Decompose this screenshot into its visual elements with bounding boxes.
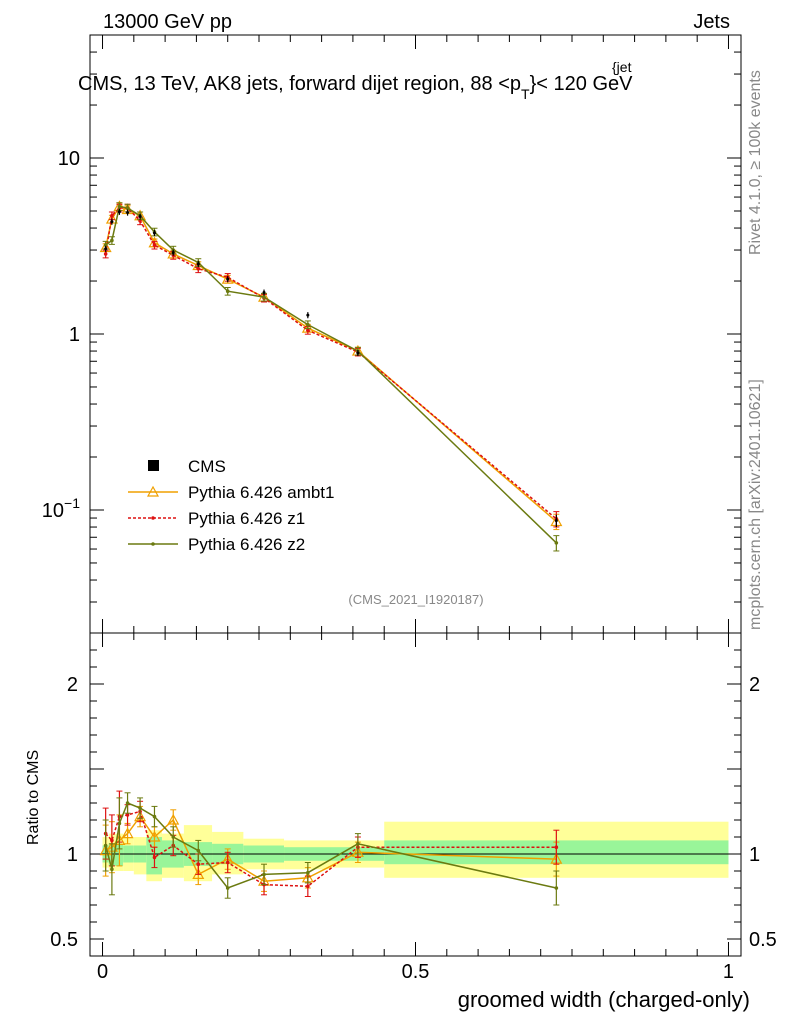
data-point-cms: [226, 277, 230, 281]
data-point-z2: [262, 295, 266, 299]
plot-title: CMS, 13 TeV, AK8 jets, forward dijet reg…: [78, 73, 633, 102]
ratio-y-tick-label: 2: [67, 674, 78, 696]
y-axis-label-ratio: Ratio to CMS: [25, 750, 42, 845]
x-tick-label: 0: [97, 961, 108, 983]
data-point-z1: [125, 813, 130, 817]
data-point-z2: [196, 848, 201, 853]
legend: CMS Pythia 6.426 ambt1 Pythia 6.426 z1 Pyth…: [128, 457, 334, 554]
y-tick-label: 10−1: [42, 495, 80, 522]
data-point-ambt1: [121, 827, 134, 839]
analysis-id: (CMS_2021_I1920187): [348, 592, 483, 607]
data-point-z1: [306, 328, 310, 333]
header-left: 13000 GeV pp: [103, 11, 232, 33]
data-point-z2: [306, 322, 310, 327]
data-point-z1: [196, 266, 201, 271]
data-point-z2: [125, 206, 130, 210]
title-superscript: {jet: [612, 59, 632, 75]
data-point-cms: [104, 247, 108, 251]
data-point-z2: [171, 835, 176, 839]
data-point-cms: [171, 251, 175, 255]
main-panel: 10−1 1 10: [42, 34, 742, 634]
data-point-ambt1: [167, 813, 180, 825]
data-point-z1: [306, 884, 310, 889]
data-point-z1: [225, 860, 230, 865]
title-end: }< 120 GeV: [530, 73, 634, 95]
title-main: CMS, 13 TeV, AK8 jets, forward dijet reg…: [78, 73, 521, 95]
y-tick-label: 10: [58, 148, 80, 170]
data-point-ambt1: [148, 830, 161, 842]
ratio-frame: [89, 632, 742, 957]
data-point-z2: [103, 843, 108, 848]
x-tick-label: 1: [723, 961, 734, 983]
data-point-z2: [306, 870, 310, 875]
data-point-z2: [117, 821, 122, 826]
data-point-z1: [103, 252, 108, 256]
data-point-z2: [152, 814, 157, 819]
data-point-z2: [262, 872, 266, 877]
data-point-z2: [103, 243, 108, 247]
legend-label-z2: Pythia 6.426 z2: [188, 535, 305, 554]
data-point-cms: [110, 220, 114, 224]
ratio-panel: 0 0.5 1 0.5 0.5 1 1 2 2: [50, 632, 777, 983]
ratio-y-tick-label-right: 2: [749, 674, 760, 696]
data-point-cms: [138, 215, 142, 219]
legend-marker-ambt1: [146, 485, 160, 497]
data-point-z1: [152, 855, 157, 860]
x-tick-label: 0.5: [402, 961, 430, 983]
data-point-cms: [152, 231, 156, 235]
data-point-cms: [126, 211, 130, 215]
mcplots-label: mcplots.cern.ch [arXiv:2401.10621]: [747, 379, 764, 630]
legend-marker-z2: [151, 542, 155, 546]
legend-marker-z1: [151, 516, 155, 520]
legend-label-z1: Pythia 6.426 z1: [188, 509, 305, 528]
data-point-z2: [110, 238, 114, 243]
ratio-y-tick-label-right: 1: [749, 844, 760, 866]
data-point-cms: [117, 210, 121, 214]
data-point-cms: [262, 291, 266, 295]
data-point-z2: [356, 842, 360, 846]
header-right: Jets: [693, 11, 730, 33]
x-axis-label: groomed width (charged-only): [458, 987, 750, 1012]
data-point-z1: [110, 838, 114, 843]
data-point-z2: [225, 886, 230, 890]
data-point-z2: [138, 806, 142, 810]
data-point-cms: [306, 313, 310, 317]
data-point-z2: [117, 204, 122, 209]
data-point-z2: [554, 541, 559, 545]
data-point-z1: [152, 243, 157, 247]
legend-label-cms: CMS: [188, 457, 226, 476]
ratio-y-tick-label: 0.5: [50, 929, 78, 951]
data-point-z2: [554, 886, 559, 890]
title-sub: T: [521, 86, 530, 102]
data-point-z1: [554, 845, 559, 849]
ratio-y-tick-label: 1: [67, 844, 78, 866]
legend-label-ambt1: Pythia 6.426 ambt1: [188, 483, 334, 502]
data-point-cms: [356, 351, 360, 355]
data-point-cms: [196, 262, 200, 266]
data-point-cms: [554, 519, 558, 523]
legend-marker-cms: [148, 460, 159, 471]
data-point-z2: [225, 289, 230, 294]
ratio-y-tick-label-right: 0.5: [749, 929, 777, 951]
data-point-z2: [110, 867, 114, 872]
data-point-z1: [196, 862, 201, 866]
rivet-label: Rivet 4.1.0, ≥ 100k events: [747, 70, 764, 255]
data-point-z1: [110, 213, 114, 218]
data-point-z2: [125, 801, 130, 805]
y-tick-label: 1: [69, 324, 80, 346]
